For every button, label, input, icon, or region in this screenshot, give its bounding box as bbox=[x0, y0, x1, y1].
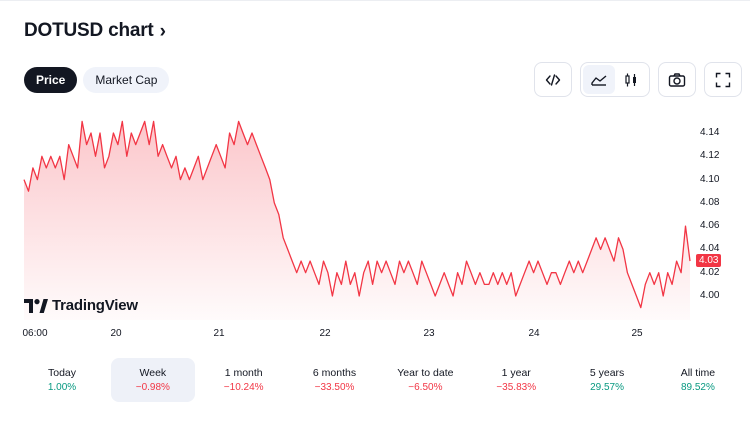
fullscreen-icon[interactable] bbox=[707, 65, 739, 94]
tradingview-icon bbox=[24, 298, 48, 313]
period-label: All time bbox=[680, 367, 716, 379]
tab-price[interactable]: Price bbox=[24, 67, 78, 93]
y-tick-label: 4.00 bbox=[700, 290, 720, 301]
y-tick-label: 4.06 bbox=[700, 220, 720, 232]
period-selector: Today 1.00% Week −0.98% 1 month −10.24% 6 mont… bbox=[20, 358, 740, 402]
x-tick-label: 21 bbox=[213, 328, 225, 339]
x-tick-label: 06:00 bbox=[22, 328, 48, 339]
tab-market-cap[interactable]: Market Cap bbox=[83, 67, 170, 93]
chart-toolbar bbox=[534, 62, 742, 97]
period-label: Week bbox=[139, 367, 167, 379]
chevron-right-icon: › bbox=[159, 20, 166, 42]
period-change: 89.52% bbox=[680, 382, 715, 393]
period-label: 5 years bbox=[589, 367, 625, 379]
top-divider bbox=[0, 0, 750, 1]
y-tick-label: 4.14 bbox=[700, 127, 720, 138]
y-tick-label: 4.08 bbox=[700, 196, 720, 208]
period-label: Today bbox=[47, 367, 77, 379]
period-1-year[interactable]: 1 year −35.83% bbox=[474, 358, 558, 402]
period-change: −6.50% bbox=[408, 382, 443, 393]
y-tick-label: 4.04 bbox=[700, 243, 720, 255]
x-tick-label: 25 bbox=[631, 328, 643, 339]
tradingview-logo[interactable]: TradingView bbox=[24, 297, 138, 314]
period-change: 1.00% bbox=[47, 382, 77, 393]
page-title: DOTUSD chart bbox=[24, 20, 154, 41]
fullscreen-group bbox=[704, 62, 742, 97]
snapshot-group bbox=[658, 62, 696, 97]
area-chart-icon[interactable] bbox=[583, 65, 615, 94]
price-chart[interactable] bbox=[0, 105, 750, 345]
y-tick-label: 4.02 bbox=[700, 266, 720, 278]
tradingview-wordmark: TradingView bbox=[52, 297, 138, 314]
y-tick-label: 4.10 bbox=[700, 173, 720, 185]
period-year-to-date[interactable]: Year to date −6.50% bbox=[383, 358, 467, 402]
code-icon[interactable] bbox=[537, 65, 569, 94]
period-change: −0.98% bbox=[135, 382, 170, 393]
period-change: 29.57% bbox=[590, 382, 625, 393]
chart-mode-tabs: Price Market Cap bbox=[24, 67, 170, 93]
embed-group bbox=[534, 62, 572, 97]
period-label: 6 months bbox=[312, 367, 357, 379]
x-tick-label: 22 bbox=[319, 328, 331, 339]
period-today[interactable]: Today 1.00% bbox=[20, 358, 104, 402]
last-price-label: 4.03 bbox=[696, 254, 722, 268]
chart-style-group bbox=[580, 62, 650, 97]
price-area-fill bbox=[24, 121, 690, 321]
period-label: Year to date bbox=[397, 367, 454, 379]
y-tick-label: 4.12 bbox=[700, 150, 720, 162]
x-tick-label: 20 bbox=[110, 328, 122, 339]
candles-icon[interactable] bbox=[615, 65, 647, 94]
period-all-time[interactable]: All time 89.52% bbox=[656, 358, 740, 402]
camera-icon[interactable] bbox=[661, 65, 693, 94]
period-change: −10.24% bbox=[223, 382, 264, 393]
period-label: 1 month bbox=[224, 367, 263, 379]
chart-title-link[interactable]: DOTUSD chart › bbox=[24, 20, 166, 42]
x-tick-label: 23 bbox=[423, 328, 435, 339]
x-tick-label: 24 bbox=[528, 328, 540, 339]
period-change: −33.50% bbox=[314, 382, 355, 393]
period-week[interactable]: Week −0.98% bbox=[110, 358, 195, 402]
period-6-months[interactable]: 6 months −33.50% bbox=[293, 358, 377, 402]
period-5-years[interactable]: 5 years 29.57% bbox=[565, 358, 649, 402]
price-line bbox=[23, 120, 691, 309]
period-change: −35.83% bbox=[496, 382, 537, 393]
period-label: 1 year bbox=[501, 367, 531, 379]
period-1-month[interactable]: 1 month −10.24% bbox=[202, 358, 286, 402]
